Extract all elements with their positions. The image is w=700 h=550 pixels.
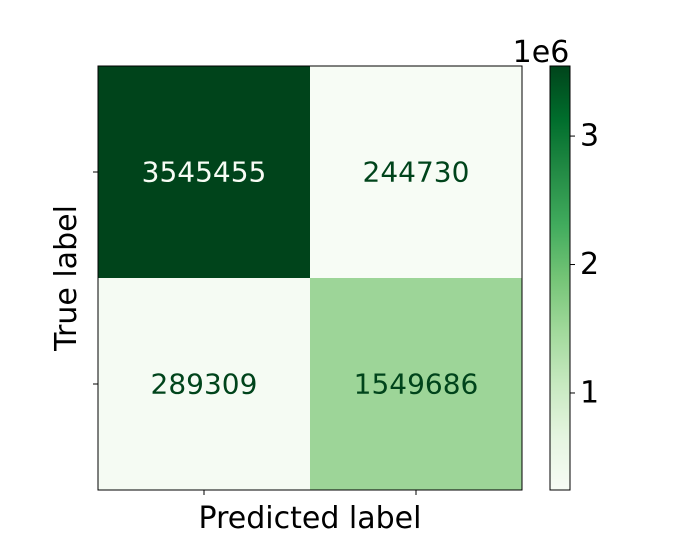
colorbar-tick-label-2: 3 bbox=[580, 119, 599, 154]
heatmap-cell-r1-c0 bbox=[98, 278, 310, 490]
colorbar bbox=[549, 65, 571, 491]
heatmap-cell-labels: 3545455 244730 289309 1549686 bbox=[142, 156, 479, 401]
colorbar-tick-label-0: 1 bbox=[580, 375, 599, 410]
heatmap-cells bbox=[98, 66, 522, 490]
axis-ticks bbox=[93, 171, 417, 495]
colorbar-ticks: 1 2 3 bbox=[570, 119, 599, 410]
y-axis-label: True label bbox=[49, 205, 84, 352]
cell-value-label-r1-c1: 1549686 bbox=[354, 368, 479, 401]
cell-value-label-r0-c0: 3545455 bbox=[142, 156, 267, 189]
colorbar-tick-label-1: 2 bbox=[580, 247, 599, 282]
heatmap-cell-r0-c1 bbox=[310, 66, 522, 278]
cell-value-label-r0-c1: 244730 bbox=[363, 156, 470, 189]
plot-frame bbox=[97, 65, 523, 491]
cell-value-label-r1-c0: 289309 bbox=[151, 368, 258, 401]
heatmap-cell-r0-c0 bbox=[98, 66, 310, 278]
heatmap-cell-r1-c1 bbox=[310, 278, 522, 490]
colorbar-exponent-label: 1e6 bbox=[513, 35, 570, 70]
x-axis-label: Predicted label bbox=[199, 501, 422, 536]
